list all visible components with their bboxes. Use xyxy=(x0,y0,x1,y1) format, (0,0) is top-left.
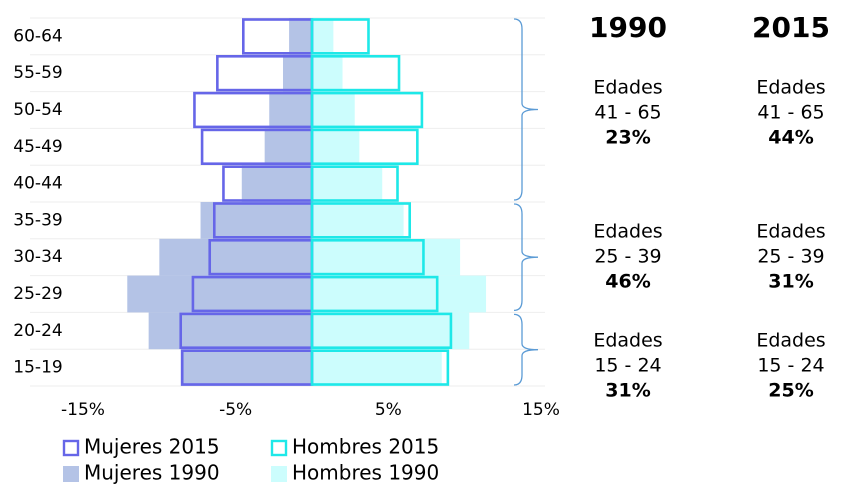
group-range: 41 - 65 xyxy=(757,102,824,124)
group-value: 25% xyxy=(768,380,813,402)
bar-outline xyxy=(310,128,419,165)
bar-outline xyxy=(310,275,439,313)
y-tick-label: 35-39 xyxy=(13,210,62,230)
x-tick-label: -15% xyxy=(61,400,105,420)
bar xyxy=(180,349,312,386)
bar-outline xyxy=(310,54,401,92)
y-tick-label: 15-19 xyxy=(13,358,62,378)
group-label: Edades xyxy=(756,330,825,352)
group-value: 31% xyxy=(605,380,650,402)
legend-swatch xyxy=(62,439,80,457)
legend-label: Hombres 1990 xyxy=(292,461,439,485)
y-tick-label: 25-29 xyxy=(13,284,62,304)
bar xyxy=(282,54,312,92)
group-label: Edades xyxy=(593,330,662,352)
bar xyxy=(312,91,355,129)
y-tick-label: 45-49 xyxy=(13,137,62,157)
group-value: 46% xyxy=(605,271,650,293)
group-range: 25 - 39 xyxy=(594,246,661,268)
bar xyxy=(312,312,470,350)
bar xyxy=(289,18,312,55)
group-label: Edades xyxy=(756,221,825,243)
group-label: Edades xyxy=(756,77,825,99)
bar-outline xyxy=(310,312,453,349)
x-tick-label: 5% xyxy=(375,400,402,420)
group-value: 23% xyxy=(605,127,650,149)
bar-outline xyxy=(310,349,450,386)
brace xyxy=(513,18,539,201)
bar xyxy=(312,165,383,202)
group-range: 15 - 24 xyxy=(757,355,824,377)
bar xyxy=(312,54,343,92)
group-range: 25 - 39 xyxy=(757,246,824,268)
x-tick-label: 15% xyxy=(522,400,560,420)
y-tick-label: 60-64 xyxy=(13,26,62,46)
x-tick-label: -5% xyxy=(219,400,252,420)
bar-outline xyxy=(310,239,425,276)
bar xyxy=(241,165,312,202)
brace xyxy=(513,313,539,386)
group-label: Edades xyxy=(593,221,662,243)
y-tick-label: 30-34 xyxy=(13,247,62,267)
bar xyxy=(312,238,461,276)
y-tick-label: 55-59 xyxy=(13,63,62,83)
bar-outline xyxy=(310,18,370,55)
legend-swatch xyxy=(63,466,79,482)
bar xyxy=(127,275,312,313)
group-range: 15 - 24 xyxy=(594,355,661,377)
legend-label: Mujeres 2015 xyxy=(84,435,220,459)
bar xyxy=(312,18,334,55)
bar xyxy=(264,128,312,166)
brace xyxy=(513,203,539,312)
legend-label: Hombres 2015 xyxy=(292,435,439,459)
bar xyxy=(148,312,312,350)
bar xyxy=(312,275,487,313)
group-value: 44% xyxy=(768,127,813,149)
bar xyxy=(159,238,312,276)
y-tick-label: 20-24 xyxy=(13,321,62,341)
group-label: Edades xyxy=(593,77,662,99)
legend-swatch xyxy=(270,439,288,457)
bar-outline xyxy=(310,165,399,202)
group-range: 41 - 65 xyxy=(594,102,661,124)
legend-swatch xyxy=(271,466,287,482)
bar xyxy=(200,202,312,239)
bar xyxy=(312,349,442,386)
y-tick-label: 40-44 xyxy=(13,174,62,194)
bar-outline xyxy=(310,91,424,129)
bar-outline xyxy=(310,202,412,239)
bar xyxy=(269,91,312,129)
bar xyxy=(312,128,360,166)
column-header: 2015 xyxy=(752,11,830,44)
bar xyxy=(312,202,404,239)
group-value: 31% xyxy=(768,271,813,293)
y-tick-label: 50-54 xyxy=(13,100,62,120)
column-header: 1990 xyxy=(589,11,667,44)
legend-label: Mujeres 1990 xyxy=(84,461,220,485)
